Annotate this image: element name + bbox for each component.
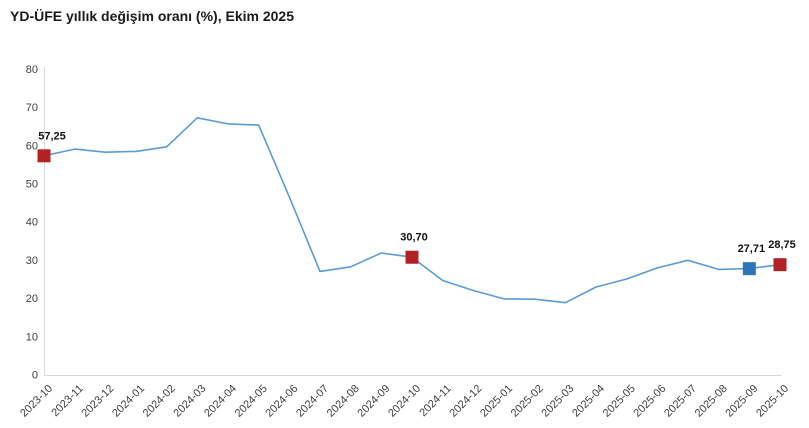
data-marker <box>37 149 51 163</box>
x-axis-tick-label: 2024-06 <box>263 383 300 420</box>
data-marker <box>405 250 419 264</box>
y-axis-tick-label: 80 <box>26 64 38 76</box>
series-line <box>43 117 781 304</box>
y-axis-tick-label: 10 <box>26 331 38 343</box>
x-axis-tick-label: 2024-07 <box>294 383 331 420</box>
x-axis-tick-label: 2023-12 <box>79 383 116 420</box>
x-axis-tick-label: 2024-09 <box>355 383 392 420</box>
x-axis-tick-label: 2024-12 <box>447 383 484 420</box>
y-axis-tick-label: 30 <box>26 255 38 267</box>
y-axis-tick-label: 20 <box>26 293 38 305</box>
data-point-label: 57,25 <box>38 130 66 142</box>
x-axis-tick-label: 2025-09 <box>723 383 760 420</box>
x-axis-tick-label: 2025-06 <box>631 383 668 420</box>
data-marker <box>742 262 756 276</box>
y-axis-tick-label: 50 <box>26 179 38 191</box>
data-marker <box>773 258 787 272</box>
chart-title: YD-ÜFE yıllık değişim oranı (%), Ekim 20… <box>10 8 294 24</box>
x-axis-tick-label: 2024-05 <box>233 383 270 420</box>
x-axis-tick-label: 2024-08 <box>325 383 362 420</box>
x-axis-tick-label: 2025-05 <box>601 383 638 420</box>
x-axis-tick-label: 2025-01 <box>478 383 515 420</box>
x-axis-tick-label: 2024-02 <box>141 383 178 420</box>
y-axis-tick-label: 70 <box>26 102 38 114</box>
x-axis-tick-label: 2025-02 <box>509 383 546 420</box>
x-axis-tick-label: 2025-03 <box>539 383 576 420</box>
x-axis-tick-label: 2024-04 <box>202 383 239 420</box>
x-axis-tick-label: 2024-03 <box>171 383 208 420</box>
y-axis-tick-label: 60 <box>26 140 38 152</box>
x-axis-tick-label: 2023-11 <box>49 383 85 419</box>
x-axis-tick-label: 2024-11 <box>417 383 453 419</box>
x-axis-tick-label: 2023-10 <box>18 383 55 420</box>
y-axis-tick-label: 40 <box>26 217 38 229</box>
data-point-label: 27,71 <box>738 243 766 255</box>
x-axis-tick-label: 2024-01 <box>110 383 147 420</box>
x-axis-tick-label: 2025-07 <box>662 383 699 420</box>
x-axis-tick-label: 2025-04 <box>570 383 607 420</box>
x-axis-tick-label: 2024-10 <box>386 383 423 420</box>
data-point-label: 28,75 <box>768 239 796 251</box>
y-axis-tick-label: 0 <box>32 370 38 382</box>
data-point-label: 30,70 <box>400 232 428 244</box>
x-axis-tick-label: 2025-08 <box>693 383 730 420</box>
x-axis-tick-label: 2025-10 <box>754 383 791 420</box>
